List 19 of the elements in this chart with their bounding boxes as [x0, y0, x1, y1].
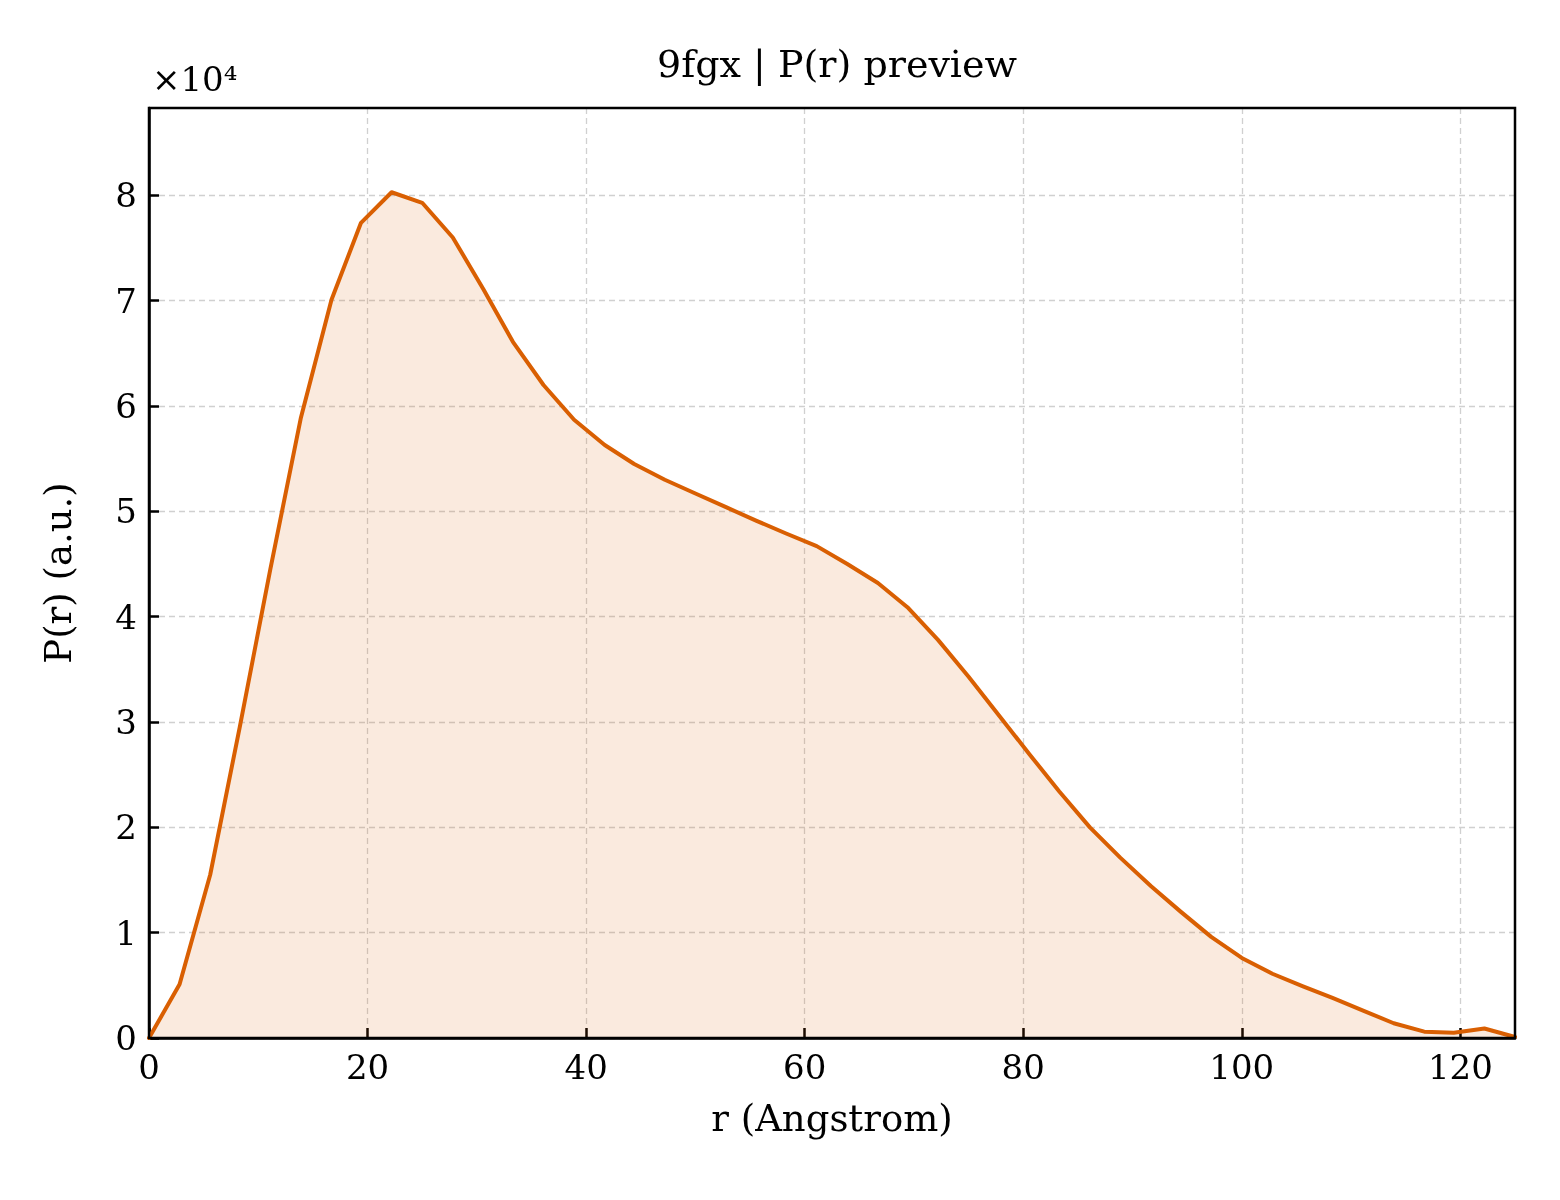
y-tick-label: 7	[115, 280, 137, 321]
y-axis-title: P(r) (a.u.)	[37, 482, 80, 664]
y-tick-label: 0	[115, 1018, 137, 1058]
x-tick-label: 80	[1001, 1047, 1045, 1087]
y-tick-label: 3	[115, 702, 137, 743]
x-axis-title: r (Angstrom)	[711, 1097, 953, 1140]
y-tick-label: 2	[115, 807, 137, 848]
y-tick-label: 4	[115, 596, 137, 637]
x-tick-label: 120	[1427, 1047, 1493, 1087]
x-tick-label: 40	[564, 1047, 608, 1087]
text: ×10⁴	[152, 59, 238, 99]
x-tick-label: 100	[1209, 1047, 1275, 1087]
x-tick-label: 20	[345, 1047, 390, 1087]
y-tick-label: 5	[115, 491, 137, 532]
y-tick-label: 6	[115, 386, 137, 427]
x-tick-label: 60	[783, 1047, 827, 1087]
y-tick-label: 1	[115, 912, 137, 953]
chart-title: 9fgx | P(r) preview	[656, 42, 1018, 86]
y-tick-label: 8	[115, 175, 137, 216]
